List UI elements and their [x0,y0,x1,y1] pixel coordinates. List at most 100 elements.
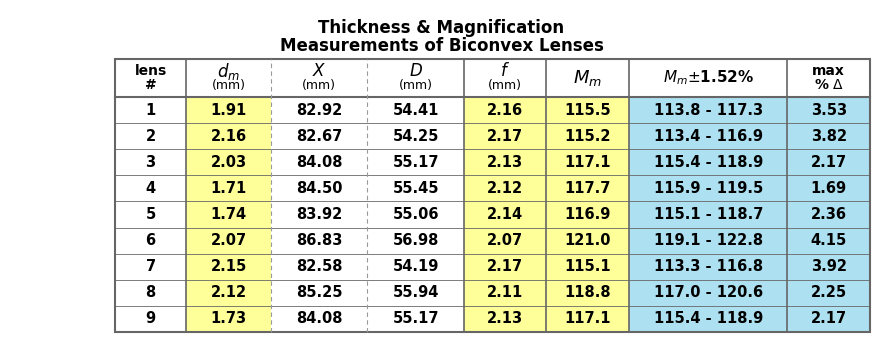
Text: 113.3 - 116.8: 113.3 - 116.8 [653,259,763,274]
Text: (mm): (mm) [212,79,245,92]
Text: 117.0 - 120.6: 117.0 - 120.6 [653,285,763,300]
Bar [186,175,271,202]
Text: 2: 2 [146,129,155,144]
Text: 115.4 - 118.9: 115.4 - 118.9 [653,311,763,327]
Bar [367,97,464,123]
Text: Thickness & Magnification: Thickness & Magnification [319,19,564,37]
Bar [186,306,271,332]
Text: 2.07: 2.07 [210,233,246,248]
Text: 117.7: 117.7 [564,181,611,196]
Text: 1.71: 1.71 [210,181,246,196]
Text: 55.94: 55.94 [392,285,439,300]
Bar [367,280,464,306]
Text: 9: 9 [146,311,155,327]
Text: 8: 8 [146,285,155,300]
Text: 55.45: 55.45 [392,181,439,196]
Bar [788,202,870,227]
Bar [186,97,271,123]
Text: 2.12: 2.12 [210,285,246,300]
Bar [464,227,547,254]
Bar [629,123,788,149]
Bar [788,254,870,280]
Bar [115,227,186,254]
Bar [115,306,186,332]
Bar [271,123,367,149]
Bar [115,280,186,306]
Bar [271,59,367,97]
Text: 2.16: 2.16 [487,102,524,118]
Bar [547,97,629,123]
Bar [547,280,629,306]
Bar [547,306,629,332]
Bar [186,202,271,227]
Bar [271,149,367,175]
Bar [629,175,788,202]
Bar [629,202,788,227]
Text: 2.36: 2.36 [811,207,847,222]
Bar [464,280,547,306]
Bar [547,202,629,227]
Bar [115,123,186,149]
Text: 115.1: 115.1 [564,259,611,274]
Text: 113.8 - 117.3: 113.8 - 117.3 [653,102,763,118]
Text: 119.1 - 122.8: 119.1 - 122.8 [653,233,763,248]
Text: 4.15: 4.15 [811,233,847,248]
Bar [464,306,547,332]
Text: 55.06: 55.06 [392,207,439,222]
Text: % $\Delta$: % $\Delta$ [813,78,844,92]
Text: 2.03: 2.03 [210,155,246,170]
Bar [115,149,186,175]
Text: 2.16: 2.16 [210,129,246,144]
Text: 84.08: 84.08 [296,311,343,327]
Text: 115.2: 115.2 [564,129,611,144]
Text: 118.8: 118.8 [564,285,611,300]
Text: lens: lens [134,64,167,78]
Text: 5: 5 [146,207,155,222]
Text: 2.17: 2.17 [811,155,847,170]
Bar [367,227,464,254]
Text: 2.25: 2.25 [811,285,847,300]
Bar [367,254,464,280]
Text: 54.41: 54.41 [392,102,439,118]
Text: 2.14: 2.14 [487,207,524,222]
Text: max: max [812,64,845,78]
Bar [186,227,271,254]
Text: Measurements of Biconvex Lenses: Measurements of Biconvex Lenses [280,37,603,55]
Text: 2.17: 2.17 [811,311,847,327]
Text: 2.12: 2.12 [487,181,524,196]
Text: 115.5: 115.5 [564,102,611,118]
Text: 82.92: 82.92 [296,102,343,118]
Bar [788,227,870,254]
Text: 6: 6 [146,233,155,248]
Text: 2.17: 2.17 [487,259,524,274]
Text: 115.1 - 118.7: 115.1 - 118.7 [653,207,763,222]
Bar [547,59,629,97]
Bar [186,280,271,306]
Text: 1.91: 1.91 [210,102,246,118]
Text: (mm): (mm) [398,79,433,92]
Bar [629,59,788,97]
Text: 84.08: 84.08 [296,155,343,170]
Bar [367,123,464,149]
Text: 85.25: 85.25 [296,285,343,300]
Text: 54.25: 54.25 [392,129,439,144]
Text: (mm): (mm) [302,79,336,92]
Bar [271,227,367,254]
Bar [788,149,870,175]
Text: 82.58: 82.58 [296,259,343,274]
Text: 116.9: 116.9 [564,207,611,222]
Bar [788,97,870,123]
Bar [788,59,870,97]
Bar [271,202,367,227]
Bar [788,123,870,149]
Bar [115,254,186,280]
Text: 82.67: 82.67 [296,129,343,144]
Bar [547,254,629,280]
Bar [115,202,186,227]
Text: 1.69: 1.69 [811,181,847,196]
Text: #: # [145,78,156,92]
Text: 1: 1 [146,102,155,118]
Text: 1.74: 1.74 [210,207,246,222]
Bar [271,306,367,332]
Text: 2.13: 2.13 [487,155,524,170]
